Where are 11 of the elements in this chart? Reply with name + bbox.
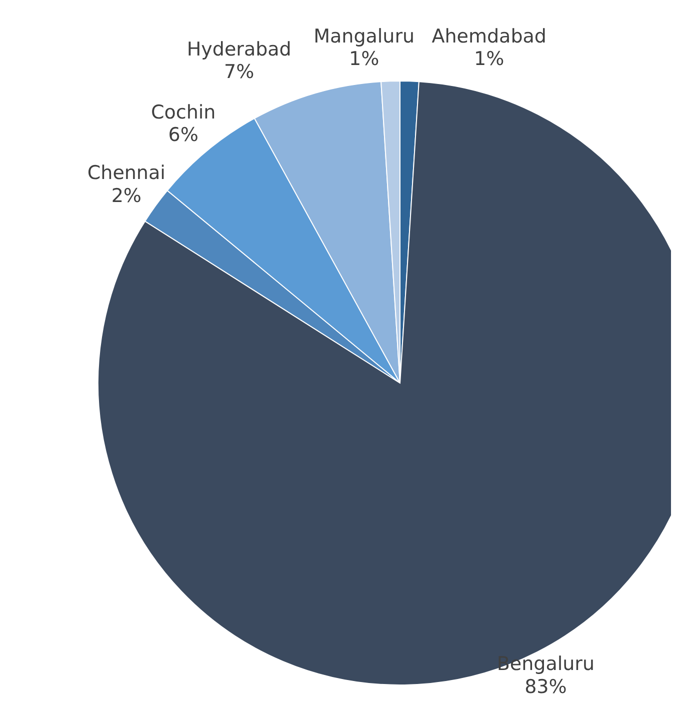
slice-label: Chennai xyxy=(87,162,166,184)
data-label: 2% xyxy=(111,184,142,207)
slice-label: Ahemdabad xyxy=(432,25,546,48)
slice-label: Cochin xyxy=(151,101,216,124)
data-label: 1% xyxy=(474,48,504,70)
data-label: 83% xyxy=(524,676,567,698)
data-label: 7% xyxy=(224,61,254,84)
slice-label: Hyderabad xyxy=(186,38,292,60)
data-label: 6% xyxy=(168,124,198,146)
slice-label: Mangaluru xyxy=(314,25,415,48)
data-label: 1% xyxy=(349,48,380,70)
